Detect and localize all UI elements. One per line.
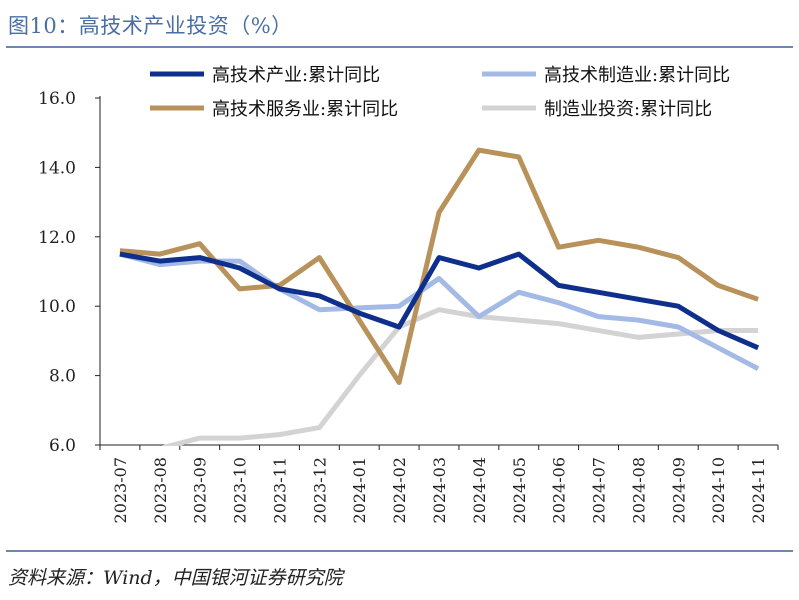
x-tick-label: 2024-11 [749, 457, 768, 523]
y-tick-label: 12.0 [38, 228, 76, 248]
legend-label: 高技术服务业:累计同比 [212, 99, 398, 120]
series-line [119, 251, 760, 351]
x-tick-label: 2024-08 [629, 457, 648, 523]
x-tick-label: 2023-10 [231, 457, 250, 523]
y-tick-label: 14.0 [38, 158, 76, 178]
x-tick-label: 2024-07 [590, 457, 609, 523]
x-tick-label: 2024-10 [709, 457, 728, 523]
x-tick-label: 2023-07 [111, 457, 130, 523]
figure-title: 图10：高技术产业投资（%） [8, 14, 293, 38]
axes-group: 6.0 8.0 10.0 12.0 14.0 16.0 2023-07 2023-08 2023… [38, 89, 779, 523]
y-tick-label: 8.0 [49, 367, 76, 387]
series-line [119, 251, 760, 371]
legend-label: 高技术产业:累计同比 [212, 65, 380, 86]
x-tick-label: 2024-04 [470, 457, 489, 523]
x-tick-label: 2024-01 [350, 457, 369, 523]
series-line [119, 147, 759, 385]
x-tick-label: 2024-03 [430, 457, 449, 523]
x-tick-label: 2023-11 [270, 457, 289, 523]
y-tick-label: 10.0 [38, 297, 76, 317]
x-tick-label: 2024-09 [669, 457, 688, 523]
x-tick-label: 2023-09 [191, 457, 210, 523]
legend-label: 制造业投资:累计同比 [544, 99, 712, 120]
top-rule [6, 46, 793, 48]
series-lines-group [119, 147, 760, 446]
source-note: 资料来源：Wind，中国银河证券研究院 [8, 567, 343, 589]
bottom-rule [6, 550, 793, 552]
x-tick-label: 2023-08 [151, 457, 170, 523]
x-tick-label: 2024-06 [550, 457, 569, 523]
x-tick-label: 2023-12 [310, 457, 329, 523]
legend-label: 高技术制造业:累计同比 [544, 65, 730, 86]
y-tick-label: 6.0 [49, 436, 76, 456]
x-tick-label: 2024-02 [390, 457, 409, 523]
y-tick-label: 16.0 [38, 89, 76, 109]
x-tick-label: 2024-05 [510, 457, 529, 523]
series-line [159, 307, 759, 446]
